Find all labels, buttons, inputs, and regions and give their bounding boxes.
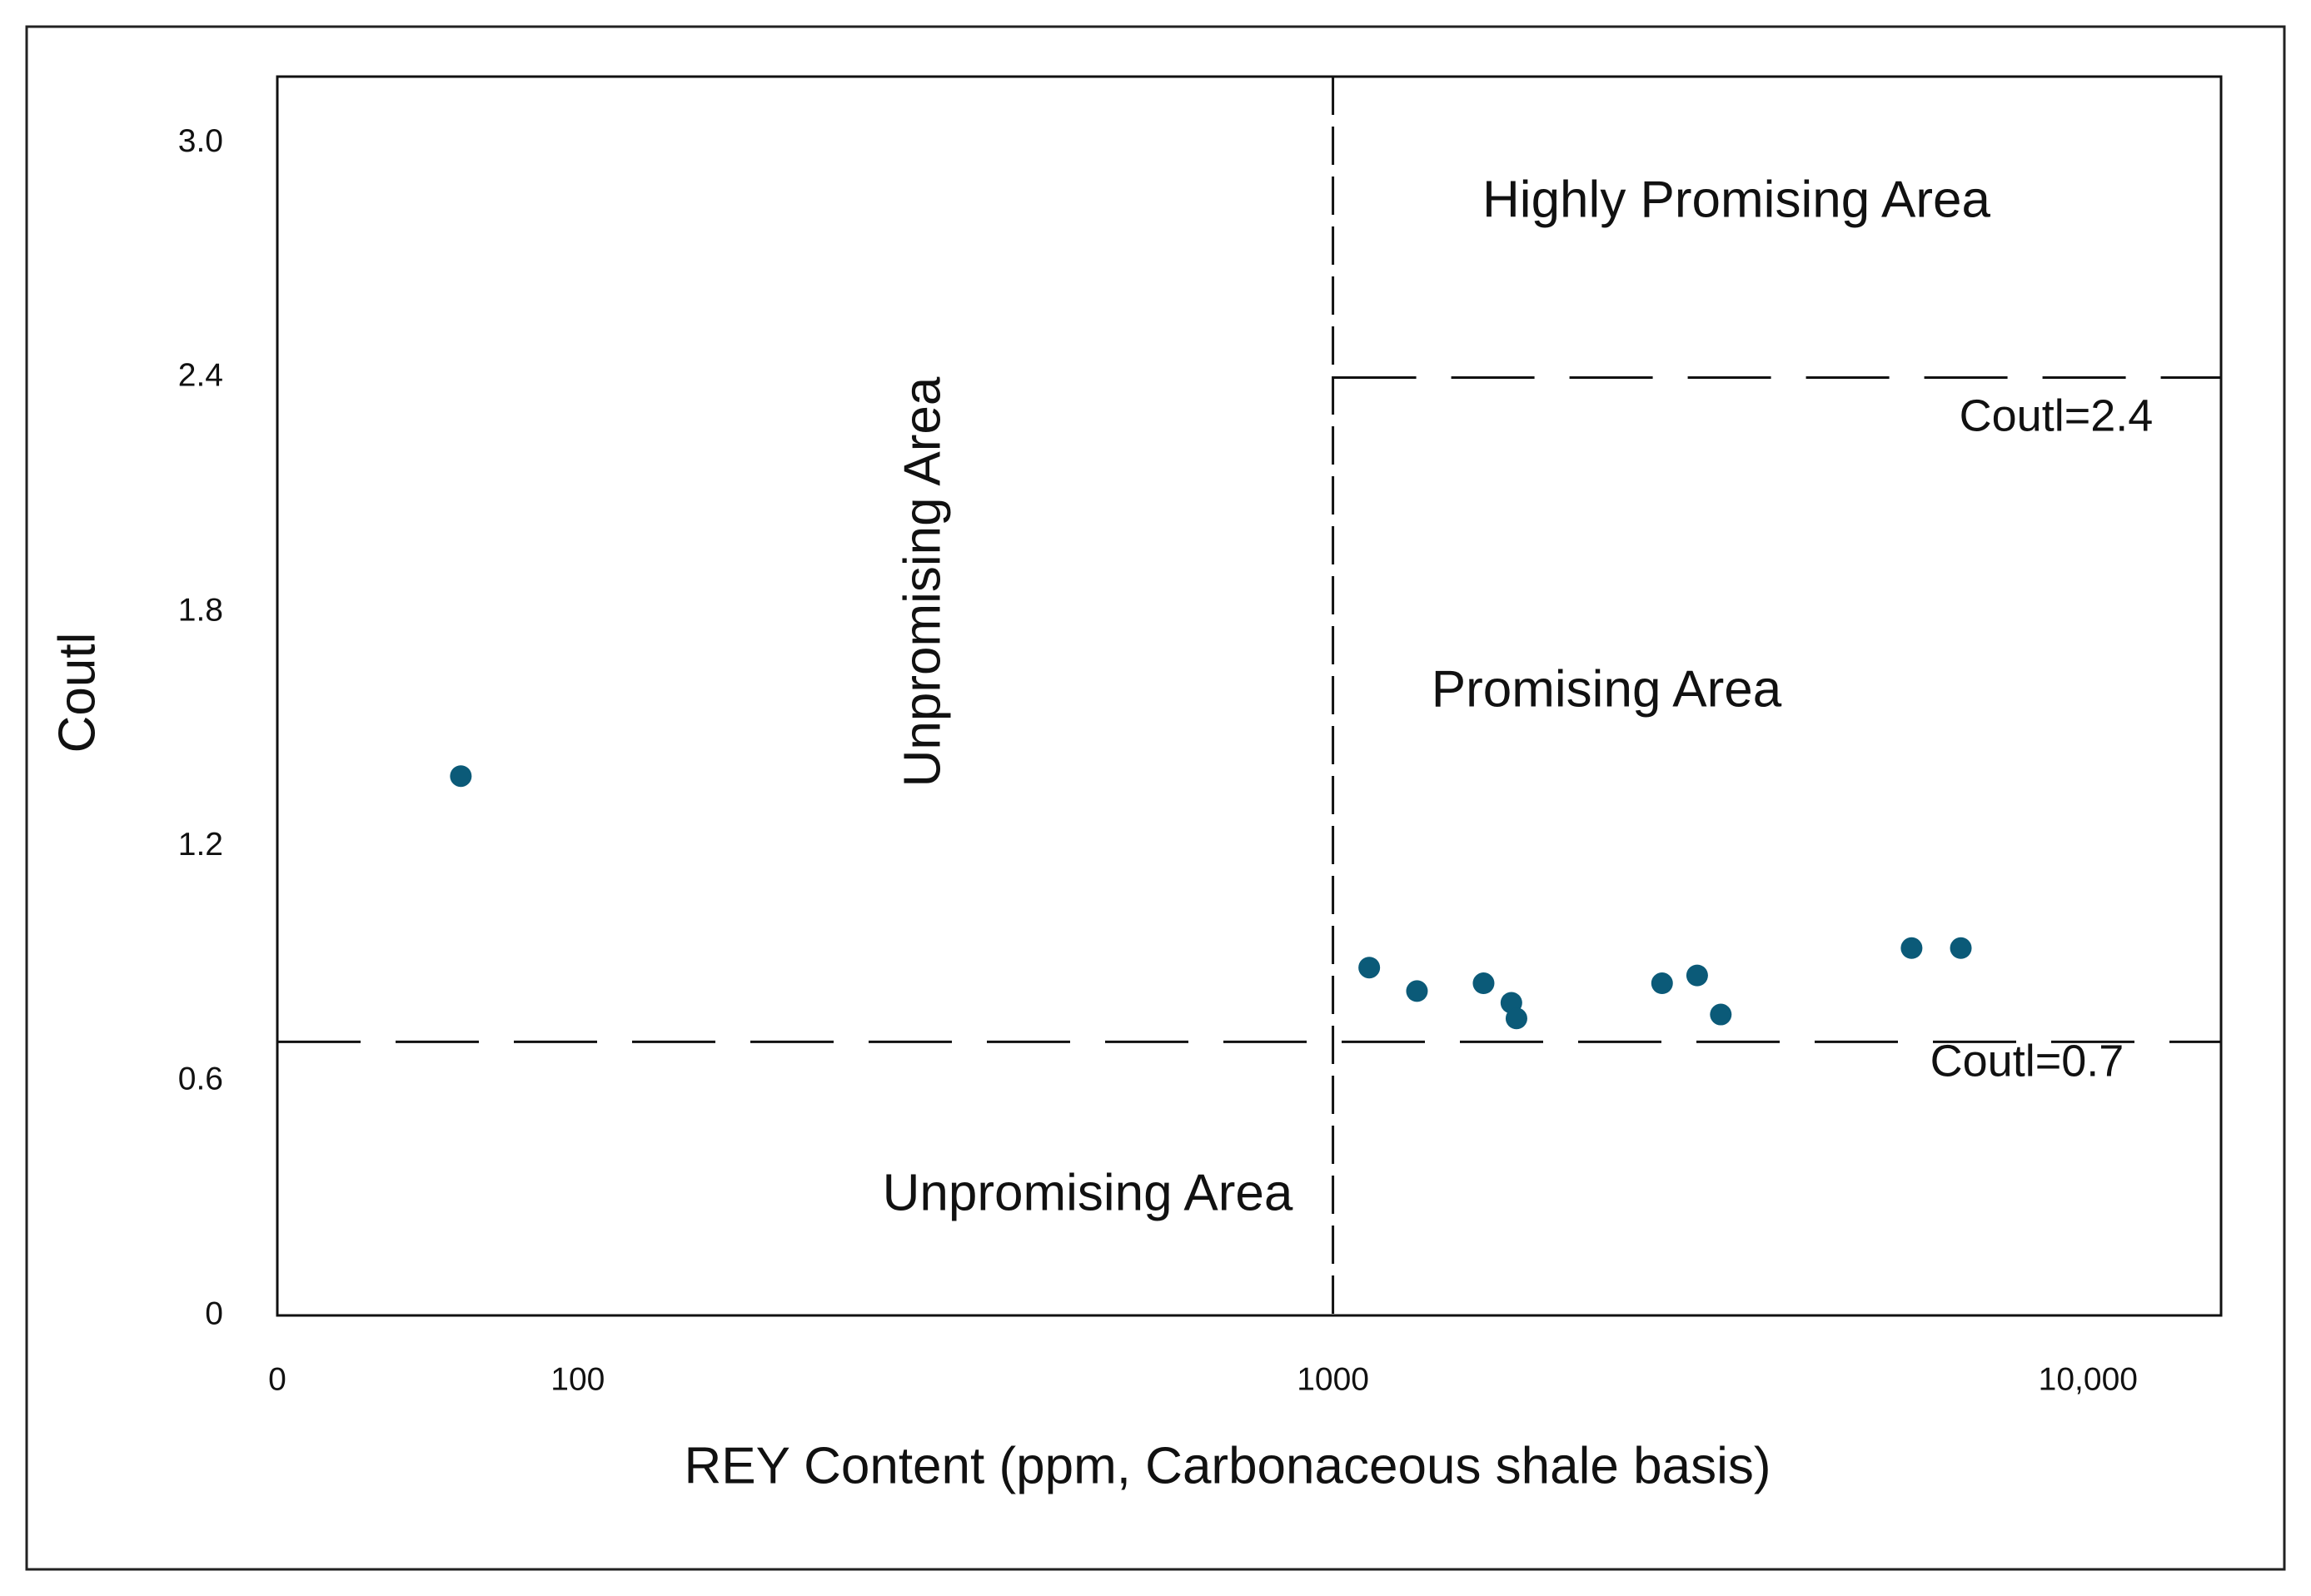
y-tick-label: 0.6 [178, 1062, 223, 1097]
y-tick-label: 2.4 [178, 358, 223, 394]
y-tick-label: 3.0 [178, 123, 223, 159]
data-point [1686, 964, 1708, 987]
data-point [450, 765, 472, 788]
region-label: Unpromising Area [894, 376, 951, 787]
outer-frame [25, 25, 2286, 1571]
y-tick-label: 1.8 [178, 592, 223, 628]
x-axis-label: REY Content (ppm, Carbonaceous shale bas… [685, 1437, 1771, 1494]
y-axis-label: Coutl [48, 633, 106, 753]
data-point [1358, 957, 1381, 979]
threshold-label: Coutl=2.4 [1960, 390, 2154, 440]
threshold-label: Coutl=0.7 [1930, 1036, 2124, 1086]
region-label: Unpromising Area [883, 1164, 1293, 1221]
data-point [1651, 972, 1673, 995]
data-point [1406, 980, 1428, 1002]
data-point [1505, 1007, 1527, 1030]
x-tick-label: 1000 [1297, 1361, 1369, 1397]
y-tick-label: 0 [205, 1295, 223, 1331]
data-point [1472, 972, 1495, 995]
x-tick-label: 100 [550, 1361, 605, 1397]
plot-frame [276, 75, 2223, 1317]
data-point [1950, 937, 1972, 959]
x-tick-label: 10,000 [2039, 1361, 2138, 1397]
region-label: Highly Promising Area [1482, 171, 1990, 228]
x-tick-label: 0 [268, 1361, 286, 1397]
region-label: Promising Area [1432, 660, 1782, 718]
data-point [1710, 1003, 1732, 1026]
y-tick-label: 1.2 [178, 827, 223, 863]
data-point [1900, 937, 1923, 959]
